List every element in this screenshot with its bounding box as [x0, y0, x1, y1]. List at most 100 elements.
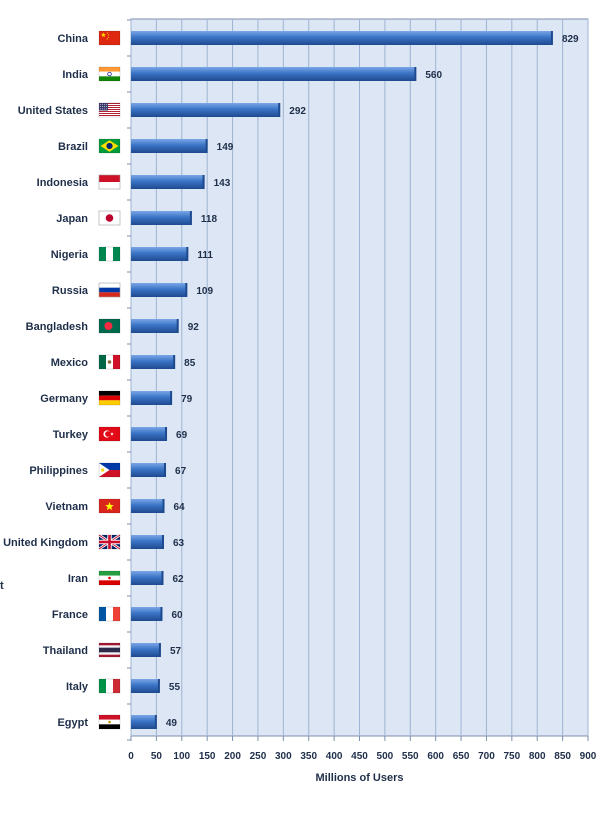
united-kingdom-flag-icon — [98, 533, 121, 551]
value-label: 143 — [214, 178, 231, 189]
value-label: 63 — [173, 538, 185, 549]
bar-end — [202, 175, 205, 189]
value-label: 60 — [171, 610, 183, 621]
category-label: Egypt — [57, 717, 88, 729]
x-tick-label: 400 — [326, 751, 343, 762]
x-tick-label: 200 — [224, 751, 241, 762]
category-label: Brazil — [58, 141, 88, 153]
turkey-flag-icon — [98, 426, 121, 442]
value-label: 92 — [188, 322, 200, 333]
x-axis-title: Millions of Users — [315, 772, 403, 784]
bar — [131, 31, 552, 45]
x-tick-label: 450 — [351, 751, 368, 762]
bar-end — [176, 319, 179, 333]
bar — [131, 571, 163, 585]
bar-end — [162, 499, 165, 513]
category-label: Bangladesh — [26, 321, 89, 333]
category-label: India — [62, 69, 89, 81]
germany-flag-icon — [98, 390, 121, 406]
egypt-flag-icon — [98, 714, 121, 730]
brazil-flag-icon — [98, 138, 121, 154]
united-states-flag-icon — [98, 102, 121, 118]
category-label: Italy — [66, 681, 89, 693]
x-tick-label: 150 — [199, 751, 216, 762]
value-label: 62 — [172, 574, 184, 585]
bar — [131, 715, 156, 729]
x-tick-label: 600 — [427, 751, 444, 762]
x-tick-label: 650 — [453, 751, 470, 762]
value-label: 111 — [197, 250, 213, 261]
indonesia-flag-icon — [98, 174, 121, 190]
x-tick-label: 0 — [128, 751, 134, 762]
india-flag-icon — [98, 66, 121, 82]
bar — [131, 283, 187, 297]
bar — [131, 391, 172, 405]
bar — [131, 643, 160, 657]
bar — [131, 211, 191, 225]
bar-end — [161, 535, 164, 549]
bar — [131, 679, 159, 693]
value-label: 149 — [217, 142, 234, 153]
category-label: Indonesia — [37, 177, 89, 189]
bar-end — [170, 391, 173, 405]
value-label: 829 — [562, 34, 579, 45]
bar-end — [173, 355, 176, 369]
japan-flag-icon — [98, 210, 121, 226]
bar — [131, 247, 188, 261]
france-flag-icon — [98, 606, 121, 622]
value-label: 64 — [173, 502, 185, 513]
bar — [131, 607, 162, 621]
thailand-flag-icon — [98, 642, 121, 658]
value-label: 85 — [184, 358, 196, 369]
bar-end — [186, 247, 189, 261]
x-tick-label: 550 — [402, 751, 419, 762]
value-label: 69 — [176, 430, 188, 441]
x-tick-label: 350 — [300, 751, 317, 762]
bar-end — [154, 715, 157, 729]
bar-end — [205, 139, 208, 153]
x-tick-label: 300 — [275, 751, 292, 762]
bar — [131, 103, 280, 117]
value-label: 49 — [166, 718, 178, 729]
category-label: Japan — [56, 213, 88, 225]
china-flag-icon — [98, 30, 121, 46]
bar-end — [165, 427, 168, 441]
iran-flag-icon — [98, 570, 121, 586]
bar-end — [160, 607, 163, 621]
category-label: Germany — [40, 393, 89, 405]
philippines-flag-icon — [98, 462, 121, 478]
nigeria-flag-icon — [98, 246, 121, 262]
x-tick-label: 800 — [529, 751, 546, 762]
category-label: Nigeria — [51, 249, 89, 261]
bar-end — [185, 283, 188, 297]
bar — [131, 139, 207, 153]
stray-text: t — [0, 580, 4, 592]
x-tick-label: 750 — [503, 751, 520, 762]
x-tick-label: 250 — [250, 751, 267, 762]
bar — [131, 535, 163, 549]
bar-end — [414, 67, 417, 81]
bar — [131, 427, 167, 441]
category-label: China — [57, 33, 88, 45]
category-label: United Kingdom — [3, 537, 88, 549]
value-label: 109 — [196, 286, 213, 297]
category-label: United States — [18, 105, 88, 117]
category-label: Iran — [68, 573, 88, 585]
bar-end — [189, 211, 192, 225]
flags — [98, 30, 121, 730]
category-labels: 829 China 560 India 292 United States 149 Brazi… — [3, 33, 579, 729]
value-label: 57 — [170, 646, 182, 657]
bar — [131, 499, 164, 513]
category-label: Turkey — [53, 429, 89, 441]
bar — [131, 175, 204, 189]
bangladesh-flag-icon — [98, 318, 121, 334]
bar-end — [161, 571, 164, 585]
bars — [131, 31, 553, 729]
x-tick-label: 900 — [580, 751, 597, 762]
category-label: Vietnam — [45, 501, 88, 513]
value-label: 560 — [425, 70, 442, 81]
bar-end — [278, 103, 281, 117]
bar-end — [550, 31, 553, 45]
x-tick-label: 50 — [151, 751, 163, 762]
